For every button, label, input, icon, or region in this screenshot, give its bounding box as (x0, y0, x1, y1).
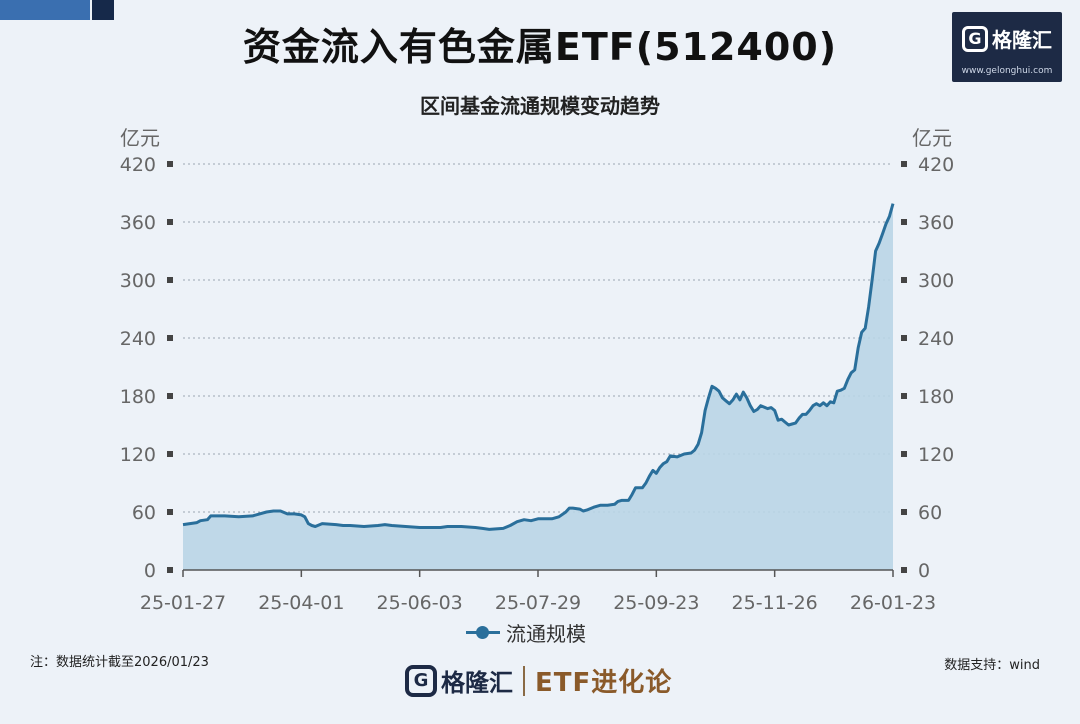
y-tick-marker-right (901, 509, 907, 515)
x-tick-label: 25-01-27 (140, 592, 226, 614)
brand-logo: G 格隆汇 www.gelonghui.com (952, 12, 1062, 82)
data-source: 数据支持：wind (944, 658, 1040, 673)
y-tick-label-right: 300 (918, 270, 954, 292)
y-tick-label-left: 420 (120, 154, 156, 176)
y-tick-marker-right (901, 393, 907, 399)
footnote: 注：数据统计截至2026/01/23 (30, 655, 209, 670)
y-tick-marker-left (167, 451, 173, 457)
y-tick-marker-left (167, 161, 173, 167)
legend-label: 流通规模 (506, 622, 586, 646)
y-tick-marker-right (901, 277, 907, 283)
x-tick-label: 25-07-29 (495, 592, 581, 614)
x-tick-label: 26-01-23 (850, 592, 936, 614)
y-tick-label-right: 120 (918, 444, 954, 466)
y-tick-label-right: 360 (918, 212, 954, 234)
series-line (182, 203, 895, 531)
y-tick-label-left: 360 (120, 212, 156, 234)
footer-logo-icon: G (405, 664, 437, 697)
x-tick-label: 25-11-26 (732, 592, 818, 614)
footer-brand: G 格隆汇 ETF进化论 (405, 662, 672, 699)
chart-subtitle: 区间基金流通规模变动趋势 (420, 94, 660, 118)
x-tick-label: 25-09-23 (613, 592, 699, 614)
y-tick-marker-left (167, 335, 173, 341)
footer-tagline: ETF进化论 (535, 668, 673, 698)
y-tick-label-left: 60 (132, 502, 156, 524)
y-tick-marker-left (167, 509, 173, 515)
x-tick-label: 25-06-03 (377, 592, 463, 614)
y-tick-marker-left (167, 393, 173, 399)
y-tick-marker-left (167, 567, 173, 573)
series-area (183, 203, 893, 570)
logo-url: www.gelonghui.com (961, 66, 1053, 76)
y-tick-label-right: 240 (918, 328, 954, 350)
y-tick-label-right: 60 (918, 502, 942, 524)
y-tick-marker-left (167, 277, 173, 283)
y-tick-marker-right (901, 567, 907, 573)
footer-divider (523, 665, 525, 696)
chart-legend: 流通规模 (466, 618, 586, 647)
y-tick-label-right: 420 (918, 154, 954, 176)
logo-name: 格隆汇 (992, 28, 1052, 52)
y-tick-marker-right (901, 451, 907, 457)
y-tick-marker-right (901, 219, 907, 225)
y-tick-marker-right (901, 161, 907, 167)
y-tick-marker-left (167, 219, 173, 225)
y-tick-label-left: 0 (144, 560, 156, 582)
x-tick-label: 25-04-01 (258, 592, 344, 614)
footer-brand-name: 格隆汇 (441, 669, 513, 697)
legend-marker (466, 626, 500, 639)
y-unit-left: 亿元 (120, 126, 160, 150)
y-tick-marker-right (901, 335, 907, 341)
corner-accent (0, 0, 90, 20)
page-title: 资金流入有色金属ETF(512400) (242, 25, 838, 69)
y-tick-label-right: 0 (918, 560, 930, 582)
y-tick-label-left: 240 (120, 328, 156, 350)
logo-g-icon: G (962, 25, 988, 52)
y-unit-right: 亿元 (912, 126, 952, 150)
corner-accent-dark (92, 0, 114, 20)
y-tick-label-right: 180 (918, 386, 954, 408)
y-tick-label-left: 300 (120, 270, 156, 292)
y-tick-label-left: 120 (120, 444, 156, 466)
y-tick-label-left: 180 (120, 386, 156, 408)
